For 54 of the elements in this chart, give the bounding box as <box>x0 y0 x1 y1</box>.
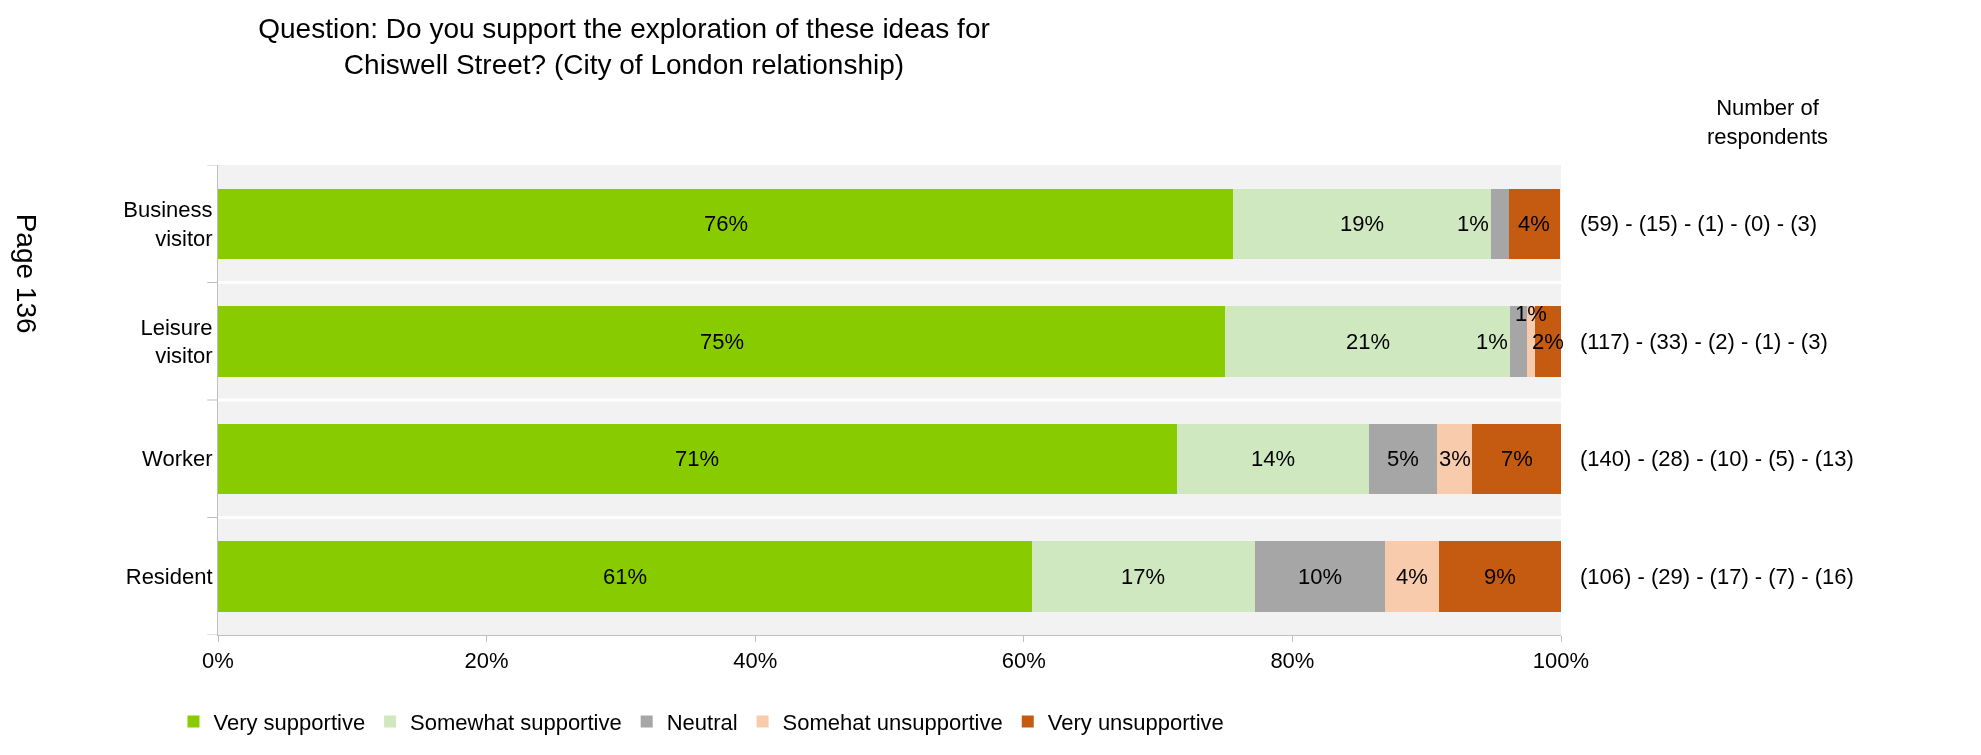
data-label: 7% <box>1501 446 1533 471</box>
x-tick-label: 60% <box>1001 648 1046 674</box>
bar <box>218 306 1226 377</box>
legend-label: Somehat unsupportive <box>782 710 1003 736</box>
text: (59) - (15) - (1) - (0) - (3) <box>1580 211 1818 236</box>
bar <box>1472 423 1561 494</box>
y-tick-label: Resident <box>125 563 213 589</box>
bar <box>1508 188 1560 259</box>
data-label: 1% <box>1476 329 1508 354</box>
data-label: 21% <box>1346 329 1391 354</box>
x-tick-label: 80% <box>1270 648 1315 674</box>
y-tick-label: Business visitor <box>123 197 213 251</box>
data-label: 71% <box>675 446 720 471</box>
bar <box>1176 423 1369 494</box>
legend-label: Very supportive <box>213 710 366 736</box>
text: (106) - (29) - (17) - (7) - (16) <box>1580 564 1854 589</box>
bar <box>1233 188 1492 259</box>
y-tick-label: Leisure visitor <box>140 314 213 369</box>
bar <box>1438 541 1561 612</box>
data-label: 1% <box>1457 211 1489 236</box>
legend-label: Neutral <box>666 710 738 736</box>
data-label: 76% <box>704 211 749 236</box>
data-label: 3% <box>1439 446 1471 471</box>
bar <box>1368 423 1438 494</box>
bar <box>218 423 1177 494</box>
data-label: 4% <box>1518 211 1550 236</box>
bar <box>1491 188 1509 259</box>
data-label: 61% <box>603 564 648 589</box>
data-label: 10% <box>1298 564 1343 589</box>
bar <box>218 188 1234 259</box>
bar <box>1031 541 1255 612</box>
data-label: 17% <box>1121 564 1166 589</box>
data-label: 19% <box>1340 211 1385 236</box>
legend-label: Somewhat supportive <box>410 710 622 736</box>
data-label: 5% <box>1387 446 1419 471</box>
text: Page 136 <box>11 213 43 334</box>
data-label: 14% <box>1251 446 1296 471</box>
x-tick-label: 20% <box>464 648 509 674</box>
text: (117) - (33) - (2) - (1) - (3) <box>1580 329 1828 354</box>
y-tick-label: Worker <box>142 446 213 472</box>
bar <box>1254 541 1386 612</box>
bar <box>1225 306 1510 377</box>
chart-title: Question: Do you support the exploration of these ideas for Chiswell Street? (City of London relationship) <box>258 12 990 81</box>
data-label: 75% <box>700 329 745 354</box>
bar <box>218 541 1032 612</box>
legend-label: Very unsupportive <box>1047 710 1224 736</box>
x-tick-label: 100% <box>1532 648 1590 674</box>
bar <box>1385 541 1439 612</box>
data-label: 9% <box>1484 564 1516 589</box>
text: Number of respondents <box>1707 95 1829 149</box>
x-tick-label: 0% <box>202 648 234 674</box>
text: (140) - (28) - (10) - (5) - (13) <box>1580 446 1854 471</box>
data-label: 4% <box>1396 564 1428 589</box>
x-tick-label: 40% <box>733 648 778 674</box>
